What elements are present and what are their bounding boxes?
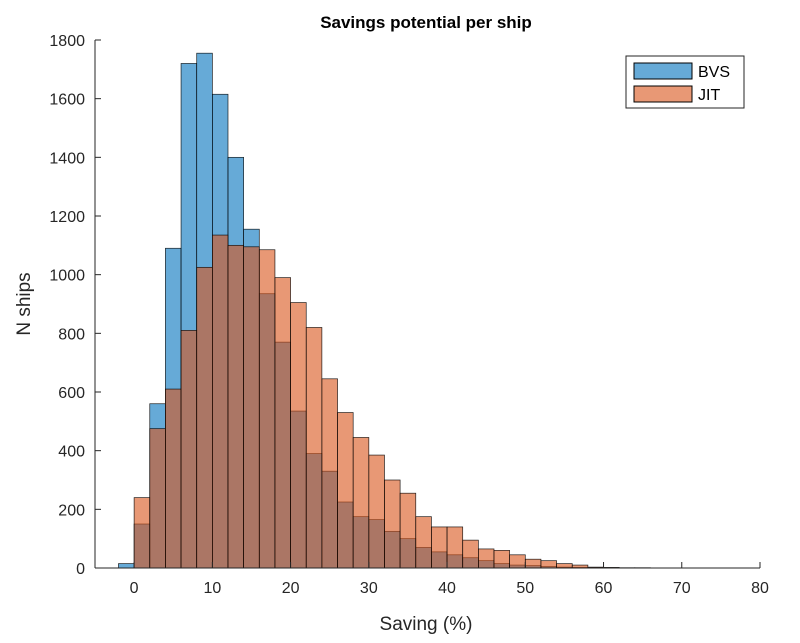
bar-jit [212,234,229,569]
bar-bvs [118,563,135,569]
x-tick-label: 0 [130,580,139,597]
bar-jit [196,266,213,569]
bar-jit [258,249,276,569]
bar-jit [337,412,354,569]
y-axis-title: N ships [14,272,35,335]
bar-jit [556,563,573,569]
bars-layer [118,52,651,569]
bar-jit [180,330,198,569]
bar-jit [446,526,464,569]
bar-jit [524,558,542,569]
bar-jit [243,246,260,569]
y-tick-label: 0 [76,561,85,578]
bar-jit [431,526,448,569]
y-tick-label: 1600 [49,92,85,109]
legend-label-bvs: BVS [698,64,730,81]
legend-swatch-bvs [633,62,693,80]
y-tick-label: 200 [58,502,85,519]
bar-jit [352,437,370,569]
axes-layer [94,40,760,569]
x-tick-label: 70 [673,580,691,597]
bar-jit [478,548,495,569]
bar-jit [415,516,432,569]
bar-jit [540,560,557,569]
y-tick-label: 400 [58,444,85,461]
chart-title: Savings potential per ship [320,13,532,32]
x-tick-label: 20 [282,580,300,597]
legend-label-jit: JIT [698,87,720,104]
y-tick-label: 800 [58,326,85,343]
y-tick-label: 1200 [49,209,85,226]
legend: BVS JIT [625,55,745,109]
bar-jit [305,327,323,569]
bar-jit [493,550,510,569]
x-axis-title: Saving (%) [380,614,473,635]
bar-jit [274,277,291,569]
legend-swatch-jit [633,85,693,103]
bar-jit [165,388,182,569]
x-tick-label: 40 [438,580,456,597]
bar-jit [227,244,244,569]
bar-jit [509,554,526,569]
y-tick-label: 1800 [49,33,85,50]
y-tick-label: 600 [58,385,85,402]
bar-jit [462,539,479,569]
ticks-layer: 0 10 20 30 40 50 60 70 8002004006008001000120014… [49,33,769,597]
bar-jit [321,378,338,569]
x-tick-label: 30 [360,580,378,597]
bar-jit [384,479,401,569]
bar-jit [399,492,417,569]
y-tick-label: 1000 [49,268,85,285]
bar-jit [149,428,166,569]
y-tick-label: 1400 [49,150,85,167]
bar-jit [133,497,151,569]
bar-jit [368,454,385,569]
x-tick-label: 80 [751,580,769,597]
x-tick-label: 10 [203,580,221,597]
x-tick-label: 50 [516,580,534,597]
bar-jit [290,302,307,569]
x-tick-label: 60 [595,580,613,597]
